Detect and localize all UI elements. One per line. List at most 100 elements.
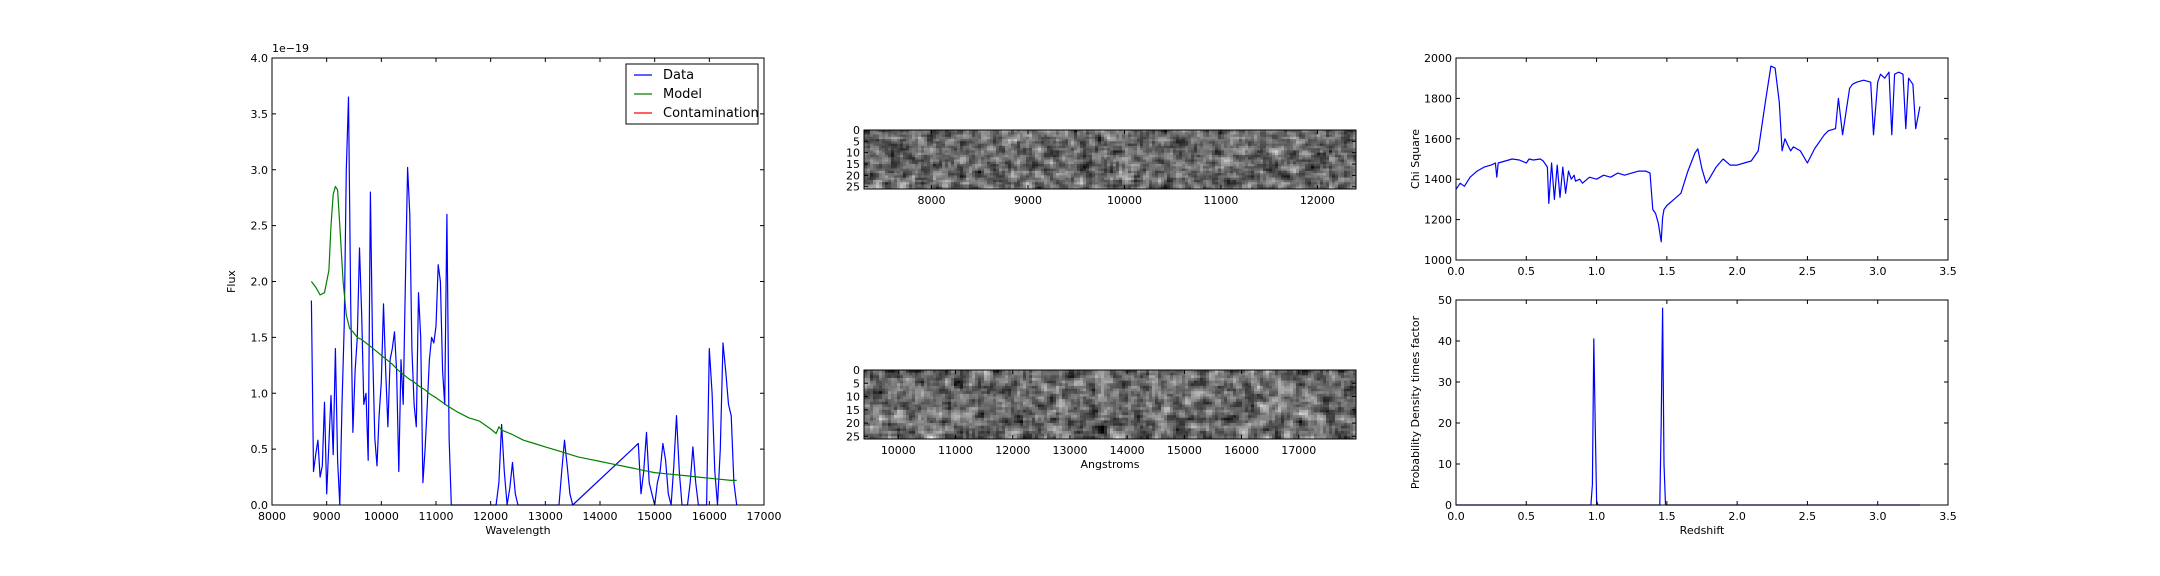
image-top-pixel xyxy=(1335,136,1339,140)
image-top-pixel xyxy=(1017,164,1021,167)
image-bottom-pixel xyxy=(1287,372,1291,376)
image-top-pixel xyxy=(1326,173,1330,176)
image-top-pixel xyxy=(1140,177,1144,181)
image-top-pixel xyxy=(1218,182,1222,185)
image-top-pixel xyxy=(1335,141,1339,144)
image-top-pixel xyxy=(1230,141,1234,144)
image-top-pixel xyxy=(1224,152,1228,156)
image-top-pixel xyxy=(873,157,877,160)
image-top-pixel xyxy=(987,148,991,151)
image-top-pixel xyxy=(912,168,916,172)
image-bottom-pixel xyxy=(1014,372,1018,376)
image-bottom-pixel xyxy=(891,375,895,379)
image-top-pixel xyxy=(1212,170,1216,174)
image-top-pixel xyxy=(1284,182,1288,185)
image-top-pixel xyxy=(1302,184,1306,188)
image-top-pixel xyxy=(1071,168,1075,172)
image-top-pixel xyxy=(1218,175,1222,178)
image-top-pixel xyxy=(1014,134,1018,138)
image-top-pixel xyxy=(1227,148,1231,151)
image-top-pixel xyxy=(1044,150,1048,153)
image-top-pixel xyxy=(1158,141,1162,144)
image-top-pixel xyxy=(867,170,871,174)
image-top-pixel xyxy=(987,184,991,188)
image-top-pixel xyxy=(1149,186,1153,190)
image-top-pixel xyxy=(1047,164,1051,167)
image-top-pixel xyxy=(1122,175,1126,178)
image-top-xtick-label: 8000 xyxy=(918,194,946,207)
image-top-ytick-label: 10 xyxy=(846,147,860,160)
image-top-pixel xyxy=(969,186,973,190)
image-top-pixel xyxy=(1263,134,1267,138)
image-bottom-pixel xyxy=(1011,375,1015,379)
image-top-pixel xyxy=(1233,164,1237,167)
image-bottom-pixel xyxy=(1035,370,1039,373)
image-top-pixel xyxy=(873,139,877,142)
image-top-pixel xyxy=(870,170,874,174)
image-top-pixel xyxy=(981,175,985,178)
image-top-pixel xyxy=(1344,157,1348,160)
image-bottom-pixel xyxy=(1329,372,1333,376)
image-top-pixel xyxy=(936,154,940,158)
image-top-pixel xyxy=(993,164,997,167)
image-bottom-pixel xyxy=(1146,377,1150,381)
image-top-pixel xyxy=(1245,168,1249,172)
image-top-pixel xyxy=(1107,182,1111,185)
image-top-pixel xyxy=(1035,136,1039,140)
image-top-pixel xyxy=(1221,139,1225,142)
image-bottom-pixel xyxy=(963,372,967,376)
image-top-pixel xyxy=(873,143,877,147)
image-top-pixel xyxy=(1329,145,1333,149)
image-top-pixel xyxy=(1032,139,1036,142)
image-top-pixel xyxy=(1245,182,1249,185)
image-top-pixel xyxy=(996,132,1000,135)
image-bottom-pixel xyxy=(1059,370,1063,373)
image-top-pixel xyxy=(900,145,904,149)
image-top-pixel xyxy=(1119,141,1123,144)
image-top-pixel xyxy=(1161,166,1165,169)
image-top-pixel xyxy=(1281,168,1285,172)
image-top-pixel xyxy=(1161,179,1165,183)
image-top-pixel xyxy=(1092,134,1096,138)
image-top-pixel xyxy=(1320,173,1324,176)
image-bottom-pixel xyxy=(924,370,928,373)
image-top-pixel xyxy=(1122,134,1126,138)
image-top-pixel xyxy=(1014,184,1018,188)
image-top-pixel xyxy=(1119,134,1123,138)
image-bottom-pixel xyxy=(1131,372,1135,376)
image-top-pixel xyxy=(1125,186,1129,190)
image-top-pixel xyxy=(1254,179,1258,183)
image-top-pixel xyxy=(1317,134,1321,138)
image-top-pixel xyxy=(1134,152,1138,156)
image-top-pixel xyxy=(1281,145,1285,149)
image-top-pixel xyxy=(1047,186,1051,190)
image-top-pixel xyxy=(1335,168,1339,172)
image-bottom-pixel xyxy=(1287,370,1291,373)
image-top-pixel xyxy=(1257,164,1261,167)
image-top-pixel xyxy=(1353,173,1357,176)
image-top-pixel xyxy=(1347,164,1351,167)
image-top-pixel xyxy=(1131,141,1135,144)
image-bottom-pixel xyxy=(1053,370,1057,373)
image-top-pixel xyxy=(1308,182,1312,185)
image-top-pixel xyxy=(906,134,910,138)
image-top-pixel xyxy=(1251,130,1255,133)
image-top-pixel xyxy=(1254,143,1258,147)
image-top-pixel xyxy=(1227,150,1231,153)
image-top-pixel xyxy=(900,134,904,138)
image-top-pixel xyxy=(966,177,970,181)
image-top-pixel xyxy=(1140,150,1144,153)
image-top-pixel xyxy=(912,161,916,165)
image-bottom-pixel xyxy=(1062,377,1066,381)
image-top-pixel xyxy=(1278,141,1282,144)
image-top-pixel xyxy=(1257,154,1261,158)
image-top-pixel xyxy=(1101,179,1105,183)
image-top-pixel xyxy=(888,186,892,190)
image-top-pixel xyxy=(1176,130,1180,133)
image-top-pixel xyxy=(921,148,925,151)
image-top-pixel xyxy=(1002,184,1006,188)
image-top-pixel xyxy=(1107,175,1111,178)
image-top-pixel xyxy=(1137,152,1141,156)
image-top-pixel xyxy=(1236,145,1240,149)
image-bottom-pixels xyxy=(864,370,1357,440)
